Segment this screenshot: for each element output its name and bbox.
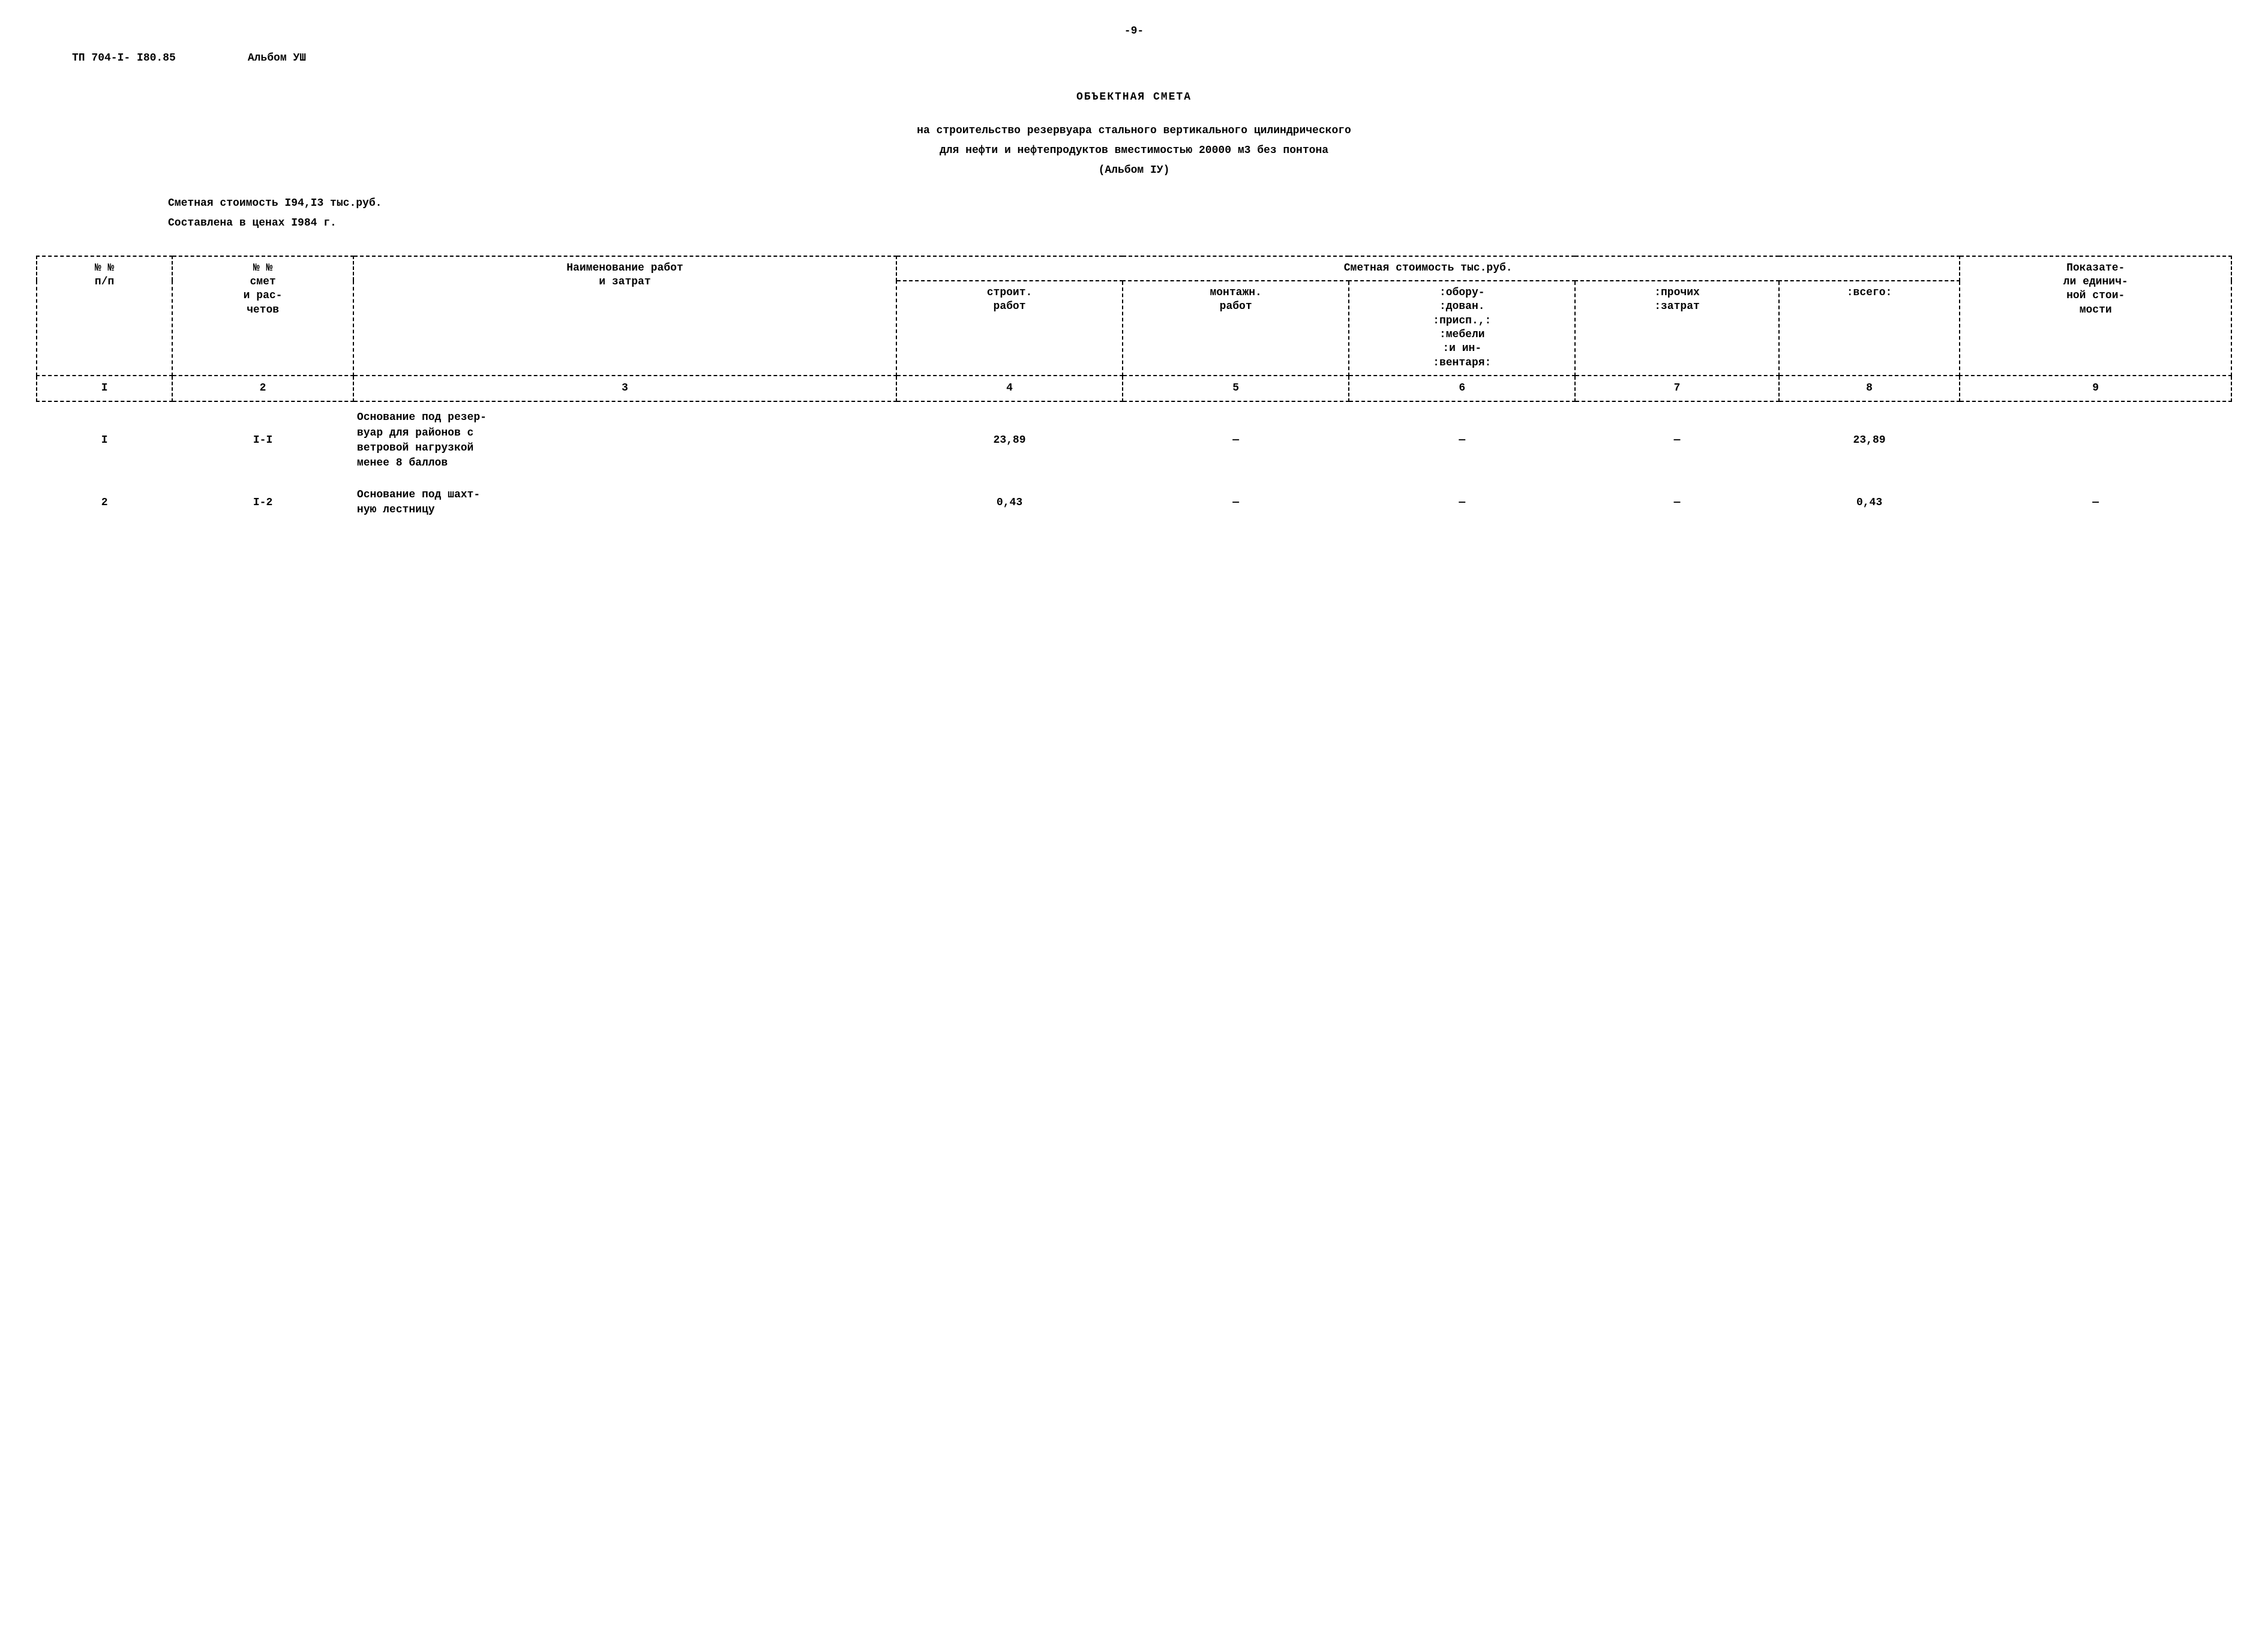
cell-c7: — bbox=[1575, 479, 1778, 526]
header-col2: № №смети рас-четов bbox=[172, 256, 353, 376]
header-col7: :прочих:затрат bbox=[1575, 281, 1778, 376]
colnum-9: 9 bbox=[1960, 376, 2231, 401]
estimate-table: № №п/п № №смети рас-четов Наименование р… bbox=[36, 256, 2232, 527]
colnum-2: 2 bbox=[172, 376, 353, 401]
cell-c5: — bbox=[1123, 479, 1349, 526]
header-col5: монтажн.работ bbox=[1123, 281, 1349, 376]
description-line-1: на строительство резервуара стального ве… bbox=[36, 124, 2232, 139]
colnum-5: 5 bbox=[1123, 376, 1349, 401]
document-header: ТП 704-I- I80.85 Альбом УШ bbox=[36, 51, 2232, 66]
cell-c9: — bbox=[1960, 479, 2231, 526]
cell-ref: I-2 bbox=[172, 479, 353, 526]
colnum-7: 7 bbox=[1575, 376, 1778, 401]
colnum-3: 3 bbox=[353, 376, 896, 401]
header-col4: строит.работ bbox=[896, 281, 1123, 376]
cell-n: I bbox=[37, 401, 172, 479]
cost-summary: Сметная стоимость I94,I3 тыс.руб. bbox=[36, 196, 2232, 211]
album-reference: (Альбом IУ) bbox=[36, 163, 2232, 178]
cell-c7: — bbox=[1575, 401, 1778, 479]
cell-c6: — bbox=[1349, 401, 1575, 479]
colnum-6: 6 bbox=[1349, 376, 1575, 401]
price-year: Составлена в ценах I984 г. bbox=[36, 216, 2232, 231]
cell-c5: — bbox=[1123, 401, 1349, 479]
cell-c8: 23,89 bbox=[1779, 401, 1960, 479]
album-label: Альбом УШ bbox=[248, 51, 306, 66]
header-col9: Показате-ли единич-ной стои-мости bbox=[1960, 256, 2231, 376]
header-col6: :обору-:дован.:присп.,::мебели:и ин-:вен… bbox=[1349, 281, 1575, 376]
cell-c4: 0,43 bbox=[896, 479, 1123, 526]
cell-c4: 23,89 bbox=[896, 401, 1123, 479]
header-col3: Наименование работи затрат bbox=[353, 256, 896, 376]
cell-n: 2 bbox=[37, 479, 172, 526]
colnum-8: 8 bbox=[1779, 376, 1960, 401]
header-col8: :всего: bbox=[1779, 281, 1960, 376]
description-line-2: для нефти и нефтепродуктов вместимостью … bbox=[36, 143, 2232, 158]
header-col1: № №п/п bbox=[37, 256, 172, 376]
table-body: I I-I Основание под резер-вуар для район… bbox=[37, 401, 2231, 526]
header-cost-group: Сметная стоимость тыс.руб. bbox=[896, 256, 1960, 281]
colnum-1: I bbox=[37, 376, 172, 401]
cell-c8: 0,43 bbox=[1779, 479, 1960, 526]
cell-c6: — bbox=[1349, 479, 1575, 526]
table-row: 2 I-2 Основание под шахт-ную лестницу 0,… bbox=[37, 479, 2231, 526]
page-number: -9- bbox=[36, 24, 2232, 39]
main-title: ОБЪЕКТНАЯ СМЕТА bbox=[36, 90, 2232, 105]
cell-desc: Основание под шахт-ную лестницу bbox=[353, 479, 896, 526]
cell-desc: Основание под резер-вуар для районов све… bbox=[353, 401, 896, 479]
doc-code: ТП 704-I- I80.85 bbox=[72, 51, 176, 66]
cell-c9 bbox=[1960, 401, 2231, 479]
cell-ref: I-I bbox=[172, 401, 353, 479]
table-row: I I-I Основание под резер-вуар для район… bbox=[37, 401, 2231, 479]
colnum-4: 4 bbox=[896, 376, 1123, 401]
